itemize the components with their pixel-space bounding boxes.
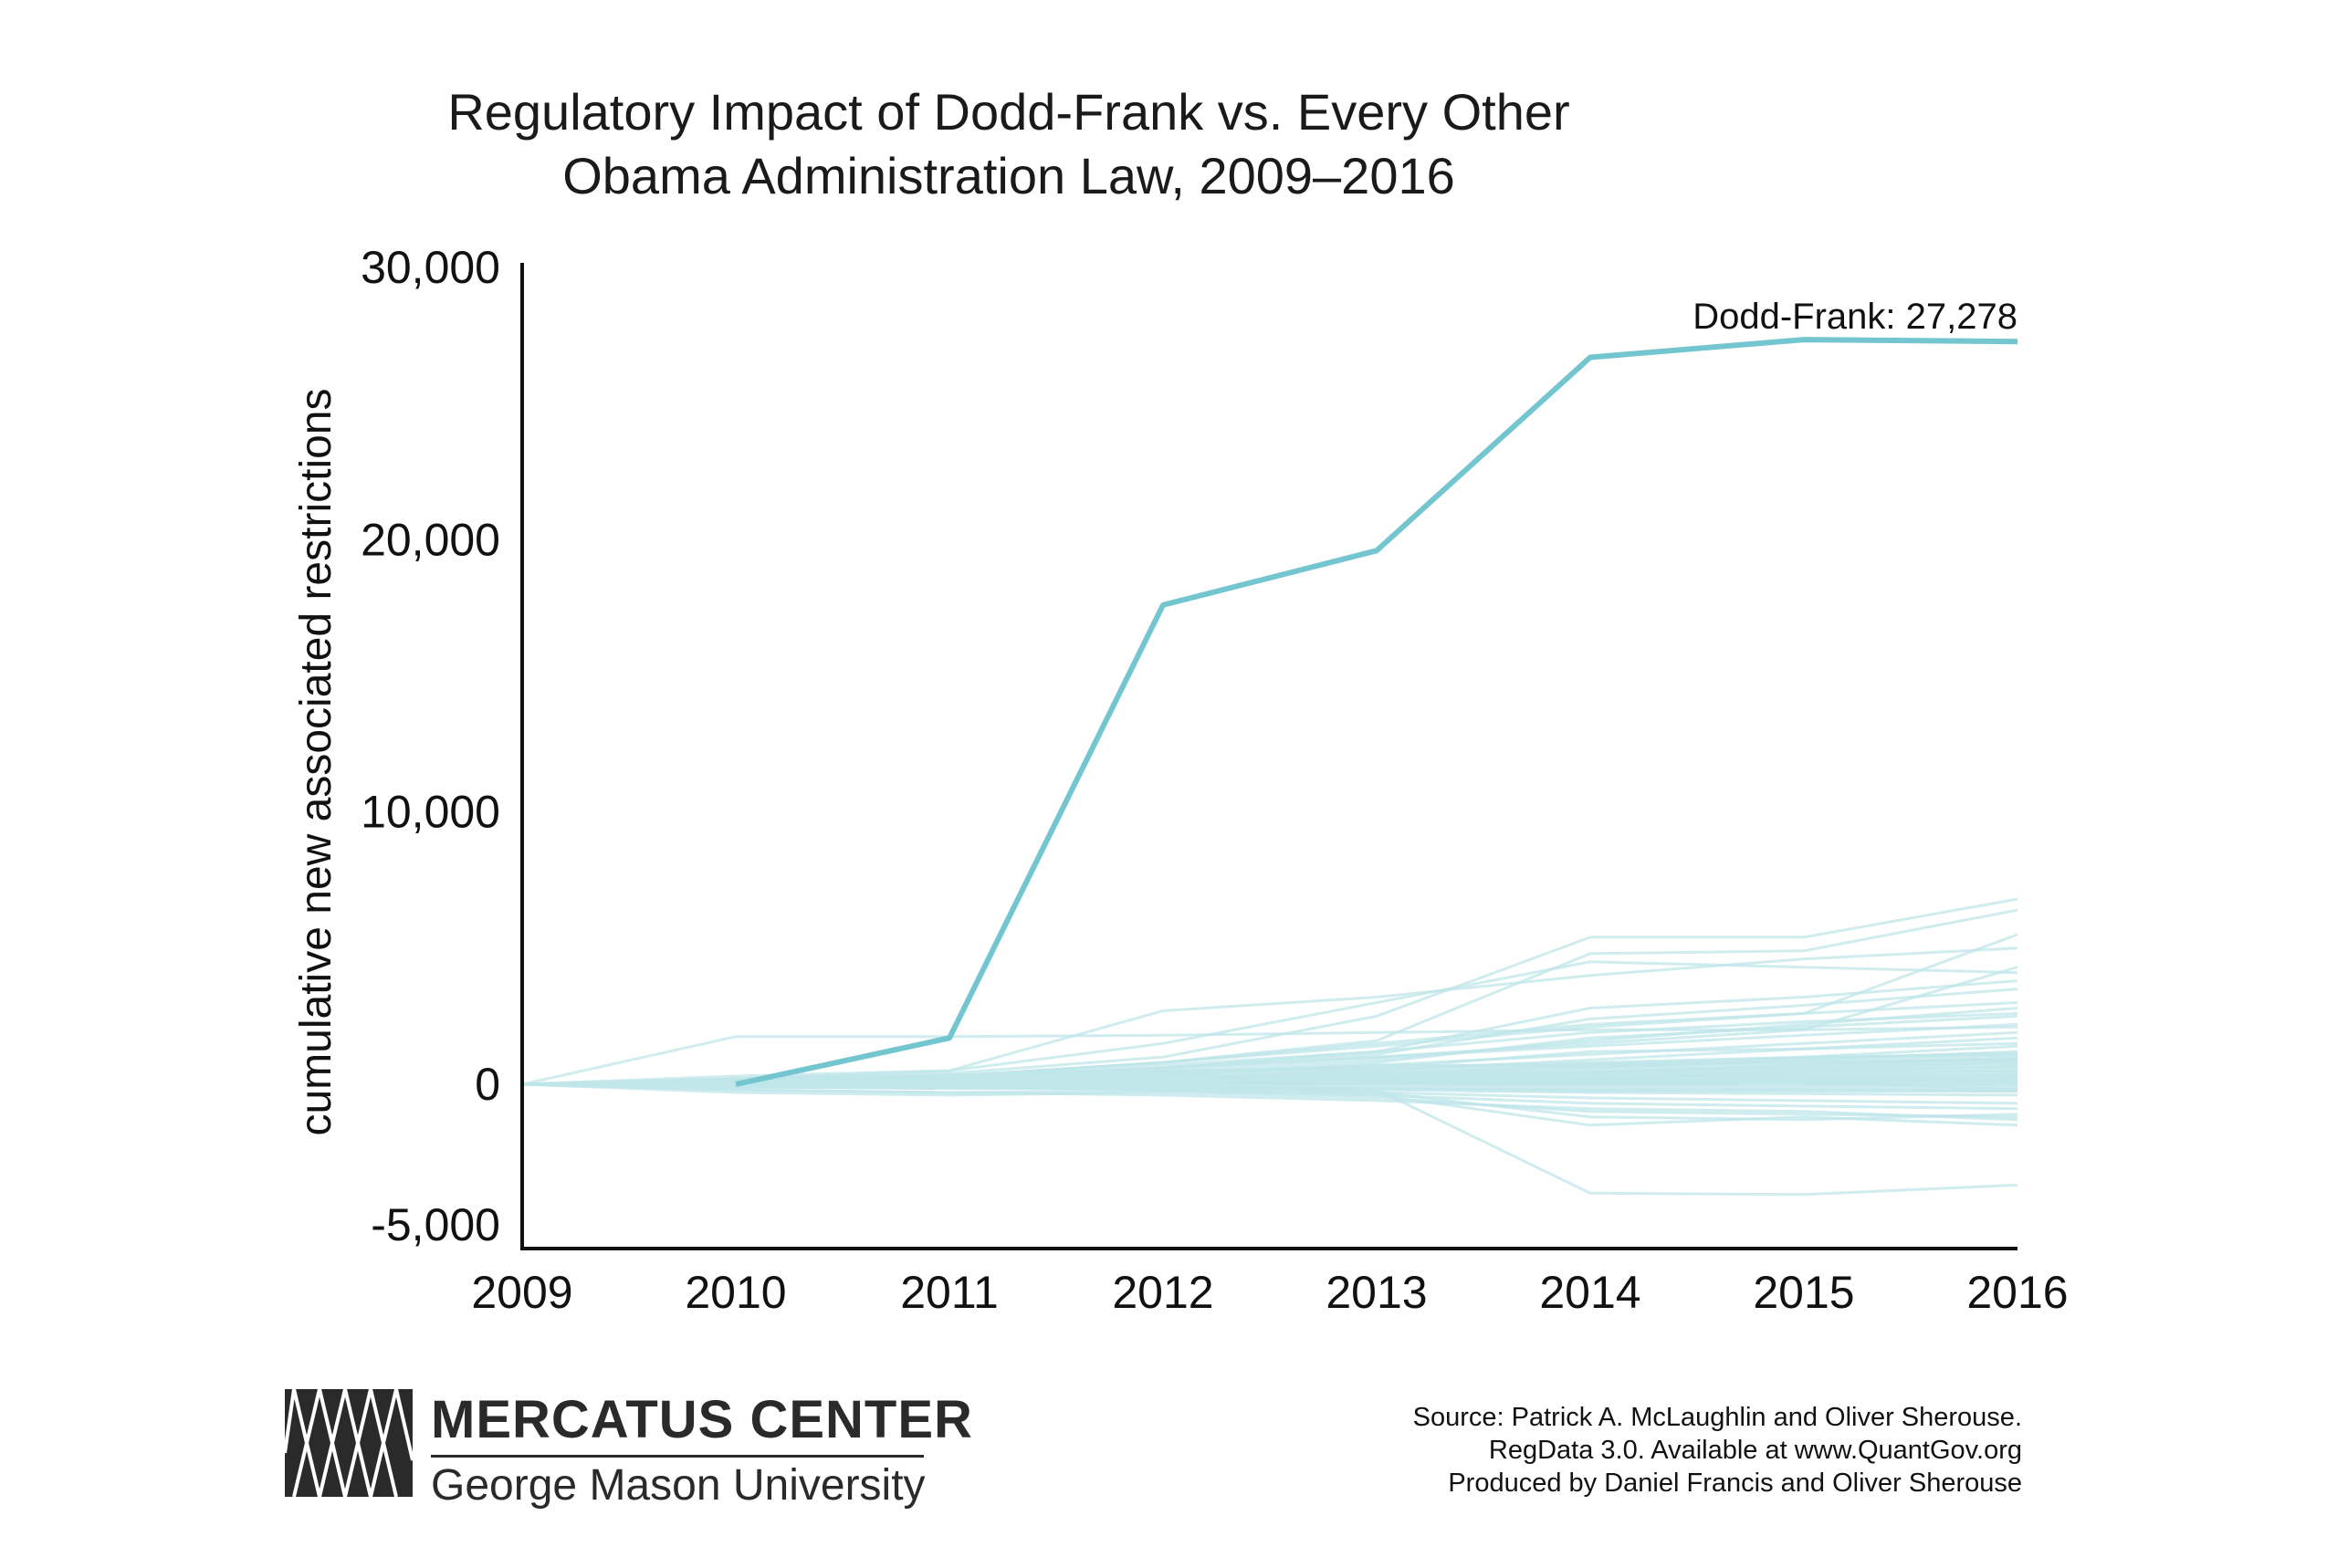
dodd-frank-line xyxy=(735,337,2018,1087)
background-series-line-32 xyxy=(521,1082,2018,1119)
chart-title-line-1: Regulatory Impact of Dodd-Frank vs. Ever… xyxy=(447,83,1570,141)
mercatus-logo-mark-icon xyxy=(285,1389,413,1497)
dodd-frank-annotation: Dodd-Frank: 27,278 xyxy=(1692,297,2017,337)
y-tick-label: 20,000 xyxy=(361,514,500,565)
logo-divider xyxy=(431,1455,924,1458)
chart-title: Regulatory Impact of Dodd-Frank vs. Ever… xyxy=(0,80,2017,208)
mercatus-logo: MERCATUS CENTER George Mason University xyxy=(285,1389,972,1510)
source-line-3: Produced by Daniel Francis and Oliver Sh… xyxy=(1448,1469,2022,1498)
y-axis-label: cumulative new associated restrictions xyxy=(292,388,341,1135)
logo-name: MERCATUS CENTER xyxy=(431,1390,973,1449)
x-tick-label: 2011 xyxy=(900,1267,999,1318)
y-tick-label: -5,000 xyxy=(371,1199,500,1250)
source-line-1: Source: Patrick A. McLaughlin and Oliver… xyxy=(1412,1403,2022,1432)
x-tick-label: 2014 xyxy=(1539,1267,1640,1318)
x-tick-labels: 2009 2010 2011 2012 2013 2014 2015 2016 xyxy=(471,1267,2068,1318)
background-series-group xyxy=(521,897,2018,1197)
x-tick-label: 2016 xyxy=(1966,1267,2068,1318)
source-line-2: RegData 3.0. Available at www.QuantGov.o… xyxy=(1488,1436,2022,1465)
y-tick-label: 0 xyxy=(475,1059,500,1110)
highlight-series-group xyxy=(735,337,2018,1087)
chart-title-line-2: Obama Administration Law, 2009–2016 xyxy=(562,147,1455,204)
x-tick-label: 2012 xyxy=(1112,1267,1213,1318)
background-series-band xyxy=(522,1051,2017,1092)
x-tick-label: 2015 xyxy=(1753,1267,1854,1318)
y-tick-label: 30,000 xyxy=(361,242,500,293)
background-series-line-35 xyxy=(521,1082,2018,1122)
logo-subtitle: George Mason University xyxy=(431,1461,926,1510)
axes-group xyxy=(520,263,2017,1250)
x-tick-label: 2010 xyxy=(685,1267,786,1318)
y-tick-label: 10,000 xyxy=(361,787,500,838)
source-note: Source: Patrick A. McLaughlin and Oliver… xyxy=(1413,1401,2022,1500)
x-tick-label: 2013 xyxy=(1326,1267,1427,1318)
y-tick-labels: 30,000 20,000 10,000 0 -5,000 xyxy=(361,242,500,1250)
x-tick-label: 2009 xyxy=(471,1267,572,1318)
